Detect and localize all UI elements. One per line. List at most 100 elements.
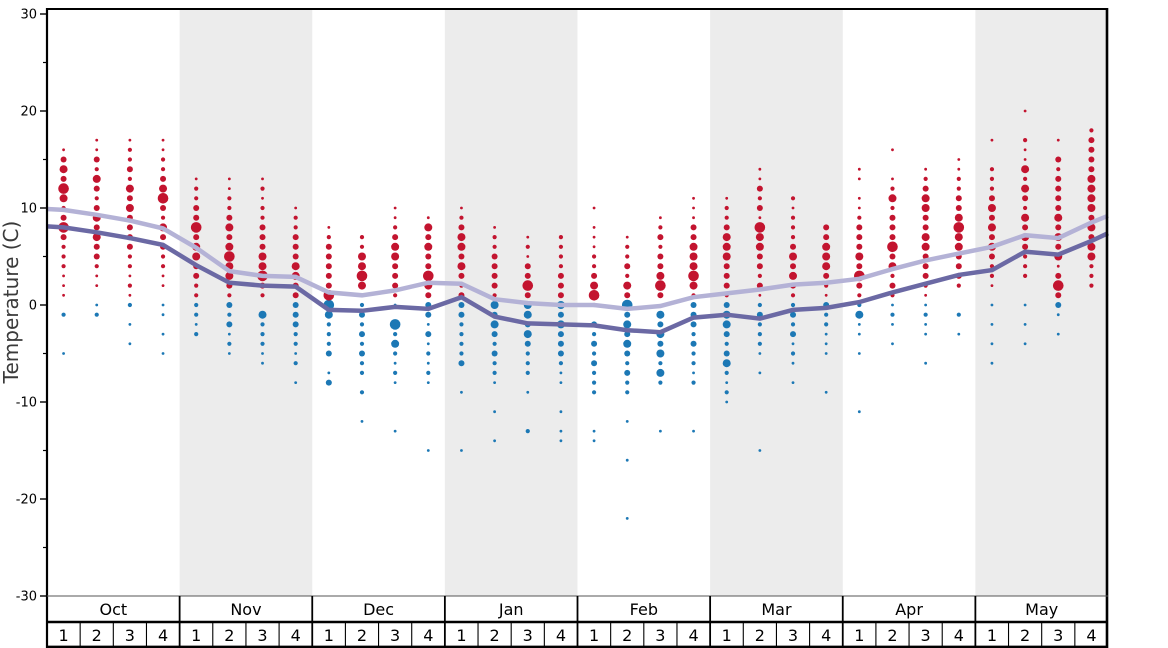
cold-temp-dot xyxy=(194,302,199,308)
warm-temp-dot xyxy=(1055,205,1062,211)
cold-temp-dot xyxy=(227,341,232,346)
cold-temp-dot xyxy=(493,439,497,443)
cold-temp-dot xyxy=(393,361,397,365)
cold-temp-dot xyxy=(426,351,431,356)
cold-temp-dot xyxy=(227,312,232,317)
warm-temp-dot xyxy=(954,233,963,242)
warm-temp-dot xyxy=(325,282,332,289)
warm-temp-dot xyxy=(457,242,466,251)
cold-temp-dot xyxy=(557,311,564,318)
warm-temp-dot xyxy=(161,284,165,287)
cold-temp-dot xyxy=(359,390,365,395)
warm-temp-dot xyxy=(1055,175,1062,182)
week-label: 4 xyxy=(158,626,168,645)
warm-temp-dot xyxy=(887,241,898,253)
warm-temp-dot xyxy=(591,254,597,259)
warm-temp-dot xyxy=(224,251,235,262)
warm-temp-dot xyxy=(591,264,597,269)
warm-temp-dot xyxy=(657,292,664,299)
month-label-mar: Mar xyxy=(761,600,792,619)
warm-temp-dot xyxy=(293,225,298,230)
cold-temp-dot xyxy=(393,332,398,337)
shaded-band-may xyxy=(975,8,1108,596)
warm-temp-dot xyxy=(889,224,896,231)
cold-temp-dot xyxy=(722,320,731,329)
warm-temp-dot xyxy=(292,292,299,299)
warm-temp-dot xyxy=(790,243,797,250)
cold-temp-dot xyxy=(625,380,630,385)
cold-temp-dot xyxy=(990,342,994,346)
warm-temp-dot xyxy=(724,215,729,220)
warm-temp-dot xyxy=(1055,224,1062,231)
warm-temp-dot xyxy=(524,272,531,279)
warm-temp-dot xyxy=(857,177,861,181)
warm-temp-dot xyxy=(755,233,764,242)
warm-temp-dot xyxy=(790,263,797,270)
cold-temp-dot xyxy=(757,322,762,327)
warm-temp-dot xyxy=(688,270,699,282)
warm-temp-dot xyxy=(822,242,831,251)
cold-temp-dot xyxy=(426,342,430,346)
warm-temp-dot xyxy=(657,234,664,241)
warm-temp-dot xyxy=(392,234,399,241)
cold-temp-dot xyxy=(128,323,132,326)
cold-temp-dot xyxy=(758,371,762,375)
warm-temp-dot xyxy=(689,281,698,290)
cold-temp-dot xyxy=(458,311,465,318)
cold-temp-dot xyxy=(1056,313,1060,317)
week-label: 4 xyxy=(1086,626,1096,645)
cold-temp-dot xyxy=(790,311,797,318)
warm-temp-dot xyxy=(94,264,99,269)
week-label: 4 xyxy=(291,626,301,645)
cold-temp-dot xyxy=(857,332,861,336)
cold-temp-dot xyxy=(393,429,397,433)
warm-temp-dot xyxy=(1023,138,1028,143)
cold-temp-dot xyxy=(725,381,729,384)
warm-temp-dot xyxy=(126,224,133,231)
warm-temp-dot xyxy=(1022,224,1029,231)
cold-temp-dot xyxy=(325,379,332,386)
warm-temp-dot xyxy=(989,186,995,191)
cold-temp-dot xyxy=(359,322,365,327)
warm-temp-dot xyxy=(1056,264,1060,268)
cold-temp-dot xyxy=(591,370,597,375)
cold-temp-dot xyxy=(724,370,729,375)
warm-temp-dot xyxy=(393,216,397,220)
week-label: 3 xyxy=(1053,626,1063,645)
warm-temp-dot xyxy=(856,263,863,270)
warm-temp-dot xyxy=(957,167,961,171)
warm-temp-dot xyxy=(1088,166,1095,173)
warm-temp-dot xyxy=(226,234,233,241)
week-label: 2 xyxy=(92,626,102,645)
warm-temp-dot xyxy=(953,222,965,233)
warm-temp-dot xyxy=(259,243,266,250)
warm-temp-dot xyxy=(891,177,894,181)
warm-temp-dot xyxy=(157,193,169,204)
warm-temp-dot xyxy=(723,224,730,231)
cold-temp-dot xyxy=(623,339,632,348)
warm-temp-dot xyxy=(425,234,432,241)
warm-temp-dot xyxy=(327,226,331,229)
cold-temp-dot xyxy=(757,341,762,346)
warm-temp-dot xyxy=(1023,205,1028,211)
cold-temp-dot xyxy=(359,341,365,346)
warm-temp-dot xyxy=(127,264,132,269)
warm-temp-dot xyxy=(1021,165,1030,174)
week-label: 3 xyxy=(125,626,135,645)
week-label: 4 xyxy=(688,626,698,645)
warm-temp-dot xyxy=(356,270,368,282)
week-label: 3 xyxy=(921,626,931,645)
warm-temp-dot xyxy=(194,196,199,201)
cold-temp-dot xyxy=(426,361,430,365)
warm-temp-dot xyxy=(790,215,796,220)
warm-temp-dot xyxy=(1089,283,1094,288)
cold-temp-dot xyxy=(890,312,895,317)
cold-temp-dot xyxy=(393,351,398,356)
week-label: 3 xyxy=(257,626,267,645)
cold-temp-dot xyxy=(657,321,664,328)
cold-temp-dot xyxy=(591,332,597,337)
warm-temp-dot xyxy=(987,223,996,232)
warm-temp-dot xyxy=(922,263,929,270)
warm-temp-dot xyxy=(227,196,232,201)
cold-temp-dot xyxy=(591,390,597,395)
